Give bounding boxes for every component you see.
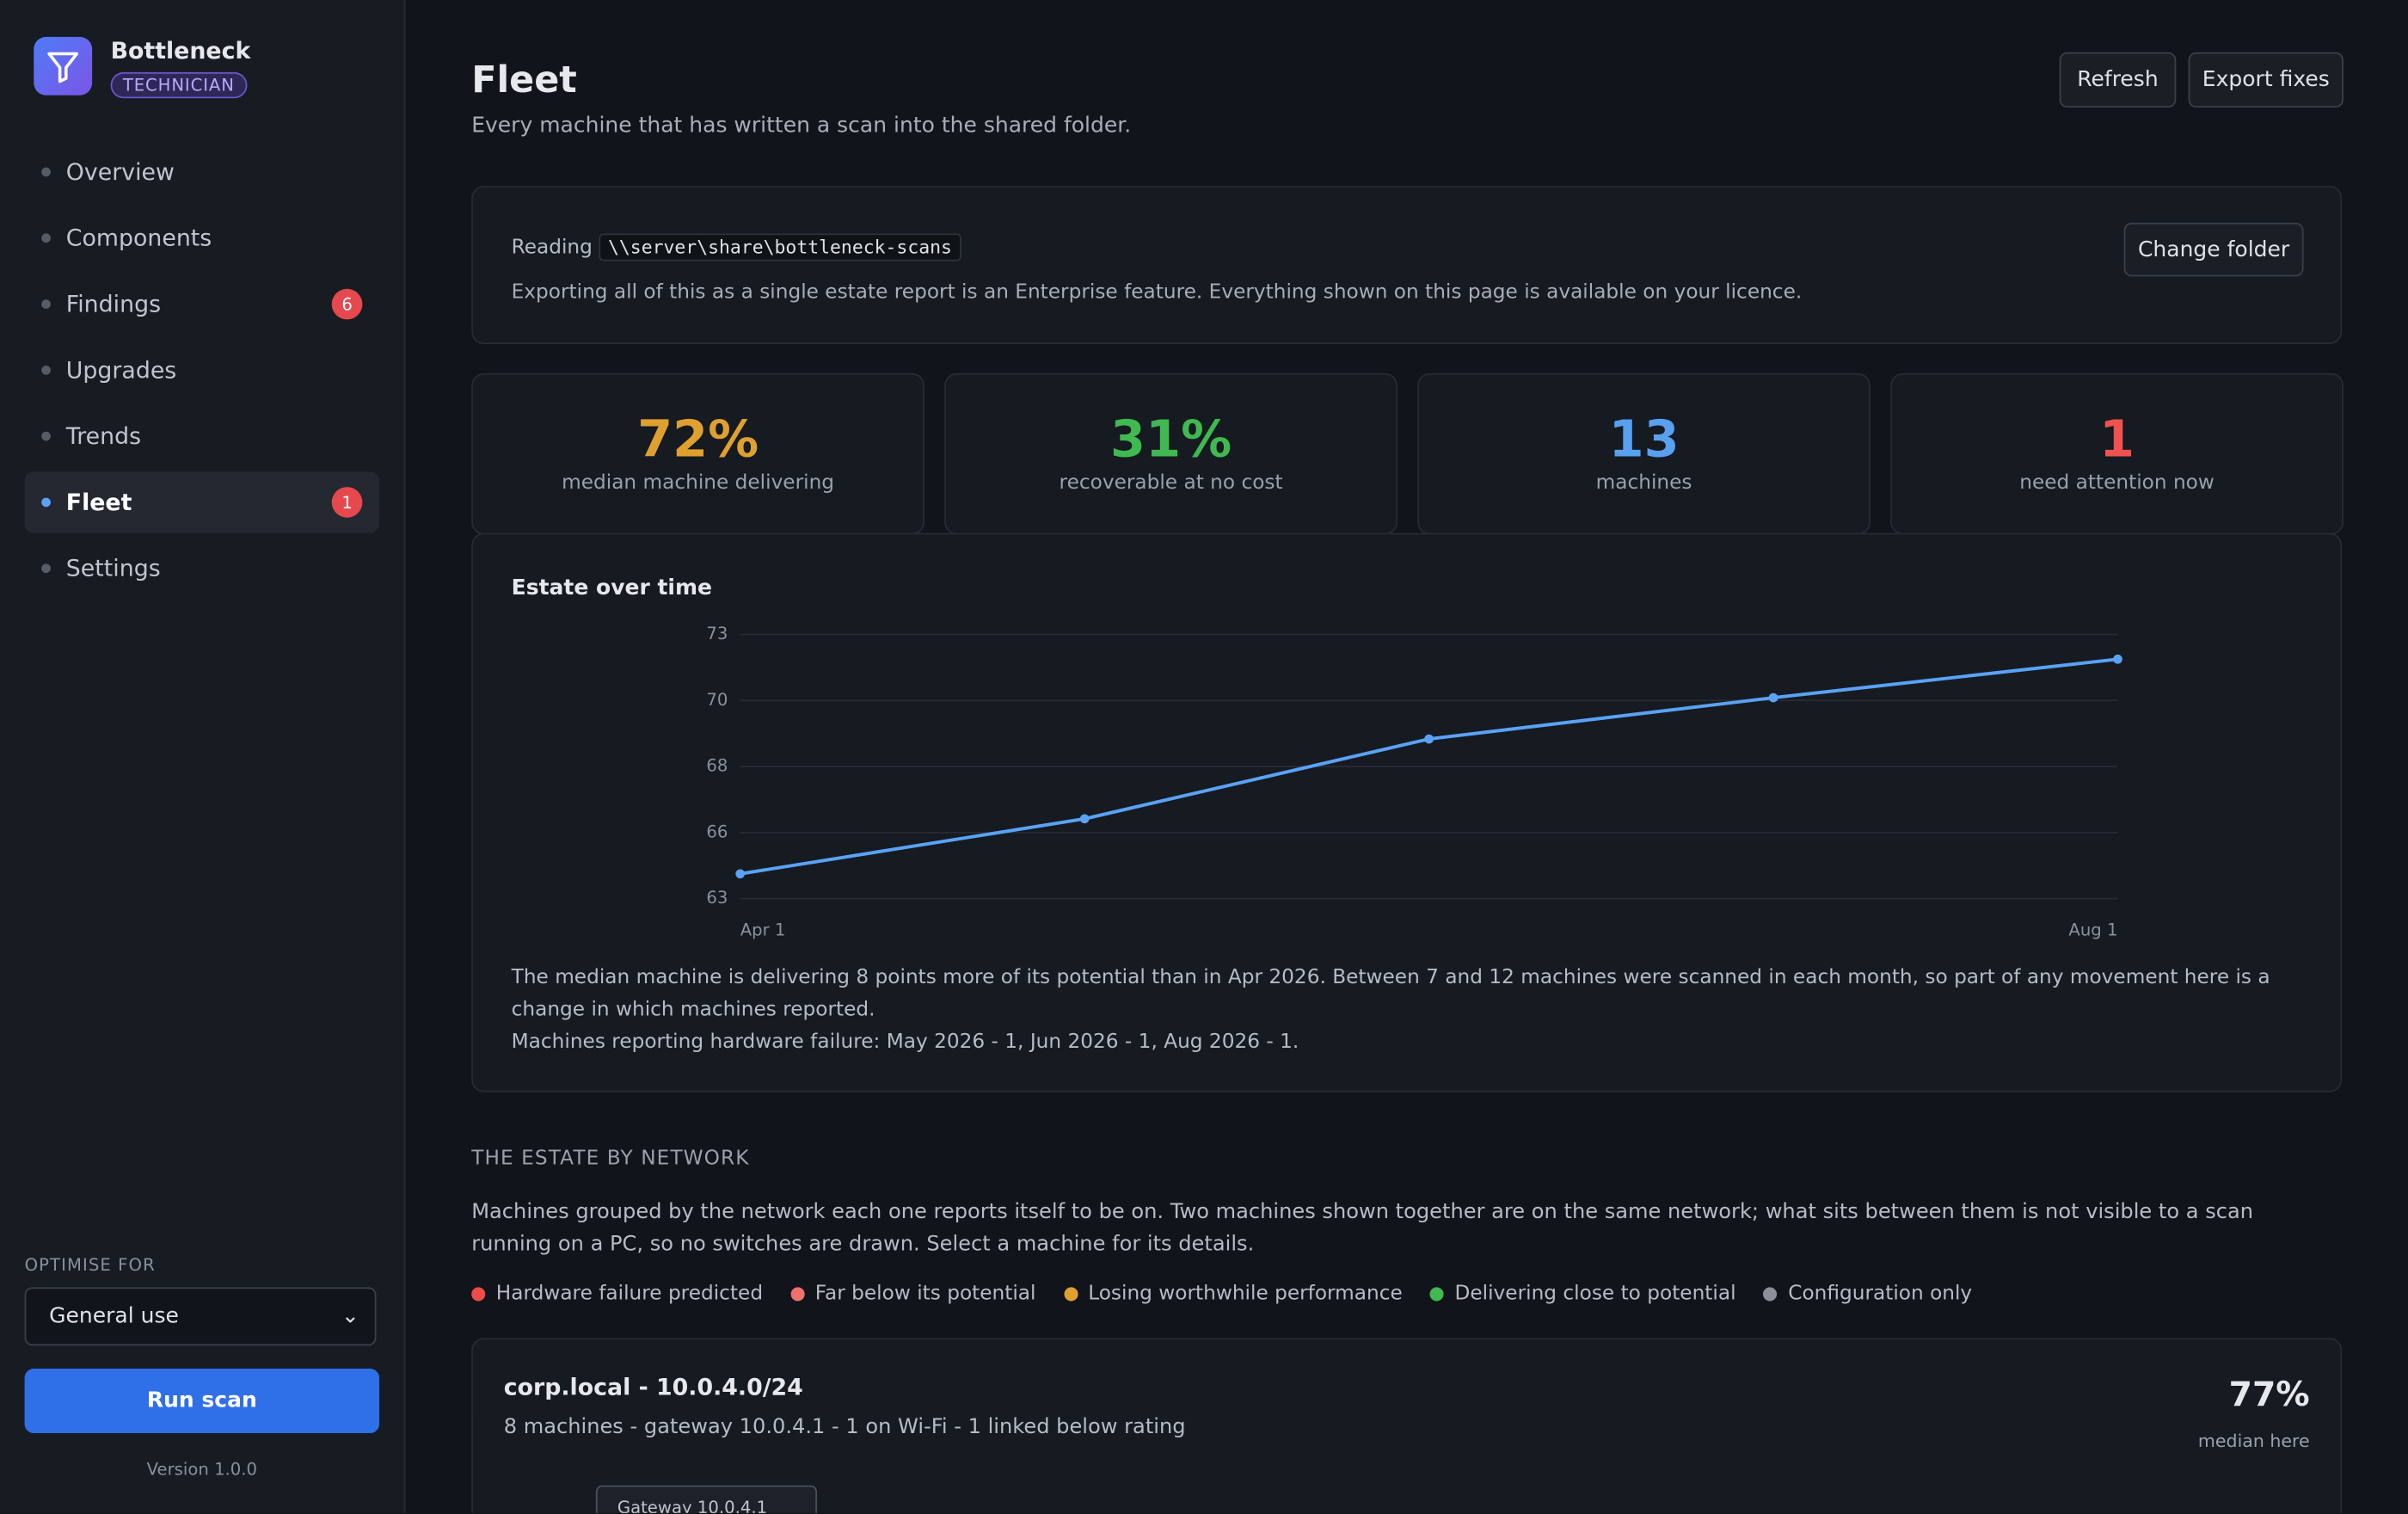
- network-median: 77%: [2228, 1376, 2310, 1415]
- stat-label: median machine delivering: [562, 471, 835, 495]
- legend-swatch: [790, 1287, 805, 1302]
- legend-swatch: [1763, 1287, 1778, 1302]
- legend-item: Configuration only: [1763, 1283, 1973, 1306]
- point: [735, 869, 746, 879]
- x-tick-label: Aug 1: [2068, 920, 2117, 940]
- stat-value: 31%: [1110, 408, 1232, 469]
- legend-label: Hardware failure predicted: [495, 1283, 764, 1306]
- export-button[interactable]: Export fixes: [2188, 52, 2344, 108]
- sidebar: Bottleneck TECHNICIAN Overview Components…: [0, 0, 406, 1513]
- section-heading: THE ESTATE BY NETWORK: [471, 1147, 750, 1171]
- page-title: Fleet: [471, 58, 577, 102]
- licence-note: Exporting all of this as a single estate…: [511, 280, 1803, 305]
- legend-item: Losing worthwhile performance: [1063, 1283, 1403, 1306]
- stat-card: 31% recoverable at no cost: [944, 372, 1398, 535]
- nav-item[interactable]: Findings 6: [25, 274, 379, 335]
- stat-label: machines: [1595, 471, 1692, 495]
- nav-dot: [41, 299, 51, 309]
- stat-value: 72%: [637, 408, 759, 469]
- stat-card: 72% median machine delivering: [471, 372, 924, 535]
- legend-item: Hardware failure predicted: [471, 1283, 763, 1306]
- nav-item[interactable]: Upgrades: [25, 340, 379, 401]
- nav-item[interactable]: Overview: [25, 141, 379, 202]
- network-median-label: median here: [2197, 1430, 2310, 1452]
- legend-label: Losing worthwhile performance: [1088, 1283, 1403, 1306]
- chart-notes: The median machine is delivering 8 point…: [512, 962, 2308, 1058]
- nav-count: 6: [331, 288, 363, 320]
- legend-swatch: [471, 1287, 486, 1302]
- nav-item[interactable]: Components: [25, 207, 379, 268]
- change-folder-button[interactable]: Change folder: [2123, 222, 2304, 277]
- legend-item: Delivering close to potential: [1429, 1283, 1736, 1306]
- folder-panel: Reading \\server\share\bottleneck-scans …: [471, 186, 2343, 344]
- nav-dot: [41, 365, 51, 375]
- legend-item: Far below its potential: [790, 1283, 1035, 1306]
- point: [2113, 654, 2122, 664]
- nav-dot: [41, 167, 51, 177]
- stat-label: recoverable at no cost: [1059, 471, 1283, 495]
- point: [1768, 692, 1778, 703]
- optimise-label: OPTIMISE FOR: [24, 1254, 156, 1276]
- legend: Hardware failure predicted Far below its …: [471, 1283, 2000, 1308]
- run-scan-button[interactable]: Run scan: [24, 1369, 380, 1434]
- stat-label: need attention now: [2019, 471, 2214, 495]
- network-card[interactable]: corp.local - 10.0.4.0/24 8 machines - ga…: [471, 1338, 2343, 1513]
- logo: [34, 36, 93, 95]
- stat-value: 13: [1608, 408, 1680, 469]
- note: Machines reporting hardware failure: May…: [511, 1031, 1299, 1054]
- chart-title: Estate over time: [511, 575, 713, 601]
- reading-label: Reading: [511, 236, 593, 260]
- version: Version 1.0.0: [146, 1459, 258, 1480]
- nav-item[interactable]: Settings: [25, 538, 379, 599]
- select-value: General use: [49, 1304, 179, 1329]
- nav-dot: [41, 563, 51, 574]
- stat-value: 1: [2099, 408, 2135, 469]
- section-description: Machines grouped by the network each one…: [471, 1199, 2254, 1257]
- nav-label: Overview: [65, 157, 175, 187]
- role-badge: TECHNICIAN: [110, 71, 248, 99]
- legend-label: Far below its potential: [814, 1283, 1036, 1306]
- x-tick-label: Apr 1: [740, 920, 786, 940]
- network-title: corp.local - 10.0.4.0/24: [503, 1373, 803, 1401]
- y-tick-label: 73: [706, 624, 728, 643]
- y-tick-label: 70: [706, 690, 728, 710]
- point: [1079, 814, 1090, 824]
- nav-dot: [41, 497, 51, 508]
- chart: 63 66 68 70 73 Apr 1 Aug 1: [706, 624, 2122, 940]
- nav-label: Settings: [65, 554, 161, 582]
- nav-dot: [41, 431, 51, 441]
- y-tick-label: 68: [706, 756, 728, 776]
- gateway-node[interactable]: Gateway 10.0.4.1: [595, 1485, 817, 1513]
- stat-card: 13 machines: [1417, 372, 1870, 535]
- nav-item[interactable]: Trends: [25, 405, 379, 466]
- nav-label: Upgrades: [65, 356, 177, 385]
- legend-swatch: [1063, 1287, 1078, 1302]
- nav-count: 1: [331, 487, 363, 518]
- network-subtitle: 8 machines - gateway 10.0.4.1 - 1 on Wi-…: [503, 1414, 1186, 1440]
- note: The median machine is delivering 8 point…: [511, 966, 2270, 1022]
- refresh-button[interactable]: Refresh: [2059, 52, 2177, 108]
- nav-label: Trends: [65, 422, 142, 451]
- optimise-select[interactable]: General use ⌄: [24, 1287, 377, 1346]
- folder-path: \\server\share\bottleneck-scans: [599, 233, 961, 262]
- stat-card: 1 need attention now: [1890, 372, 2344, 535]
- nav-label: Fleet: [65, 488, 132, 516]
- app-name: Bottleneck: [110, 36, 251, 65]
- nav-label: Components: [65, 224, 212, 252]
- y-tick-label: 63: [706, 888, 728, 908]
- nav-label: Findings: [65, 290, 162, 318]
- chart-panel: Estate over time 63 66 68 70 73 Apr 1 Aug 1 Th…: [471, 532, 2343, 1092]
- point: [1424, 734, 1434, 744]
- legend-label: Configuration only: [1788, 1283, 1973, 1306]
- page-subtitle: Every machine that has written a scan in…: [471, 114, 1132, 138]
- nav-dot: [41, 233, 51, 243]
- legend-label: Delivering close to potential: [1454, 1283, 1736, 1306]
- nav-item[interactable]: Fleet 1: [24, 471, 380, 533]
- y-tick-label: 66: [706, 822, 728, 841]
- legend-swatch: [1429, 1287, 1445, 1302]
